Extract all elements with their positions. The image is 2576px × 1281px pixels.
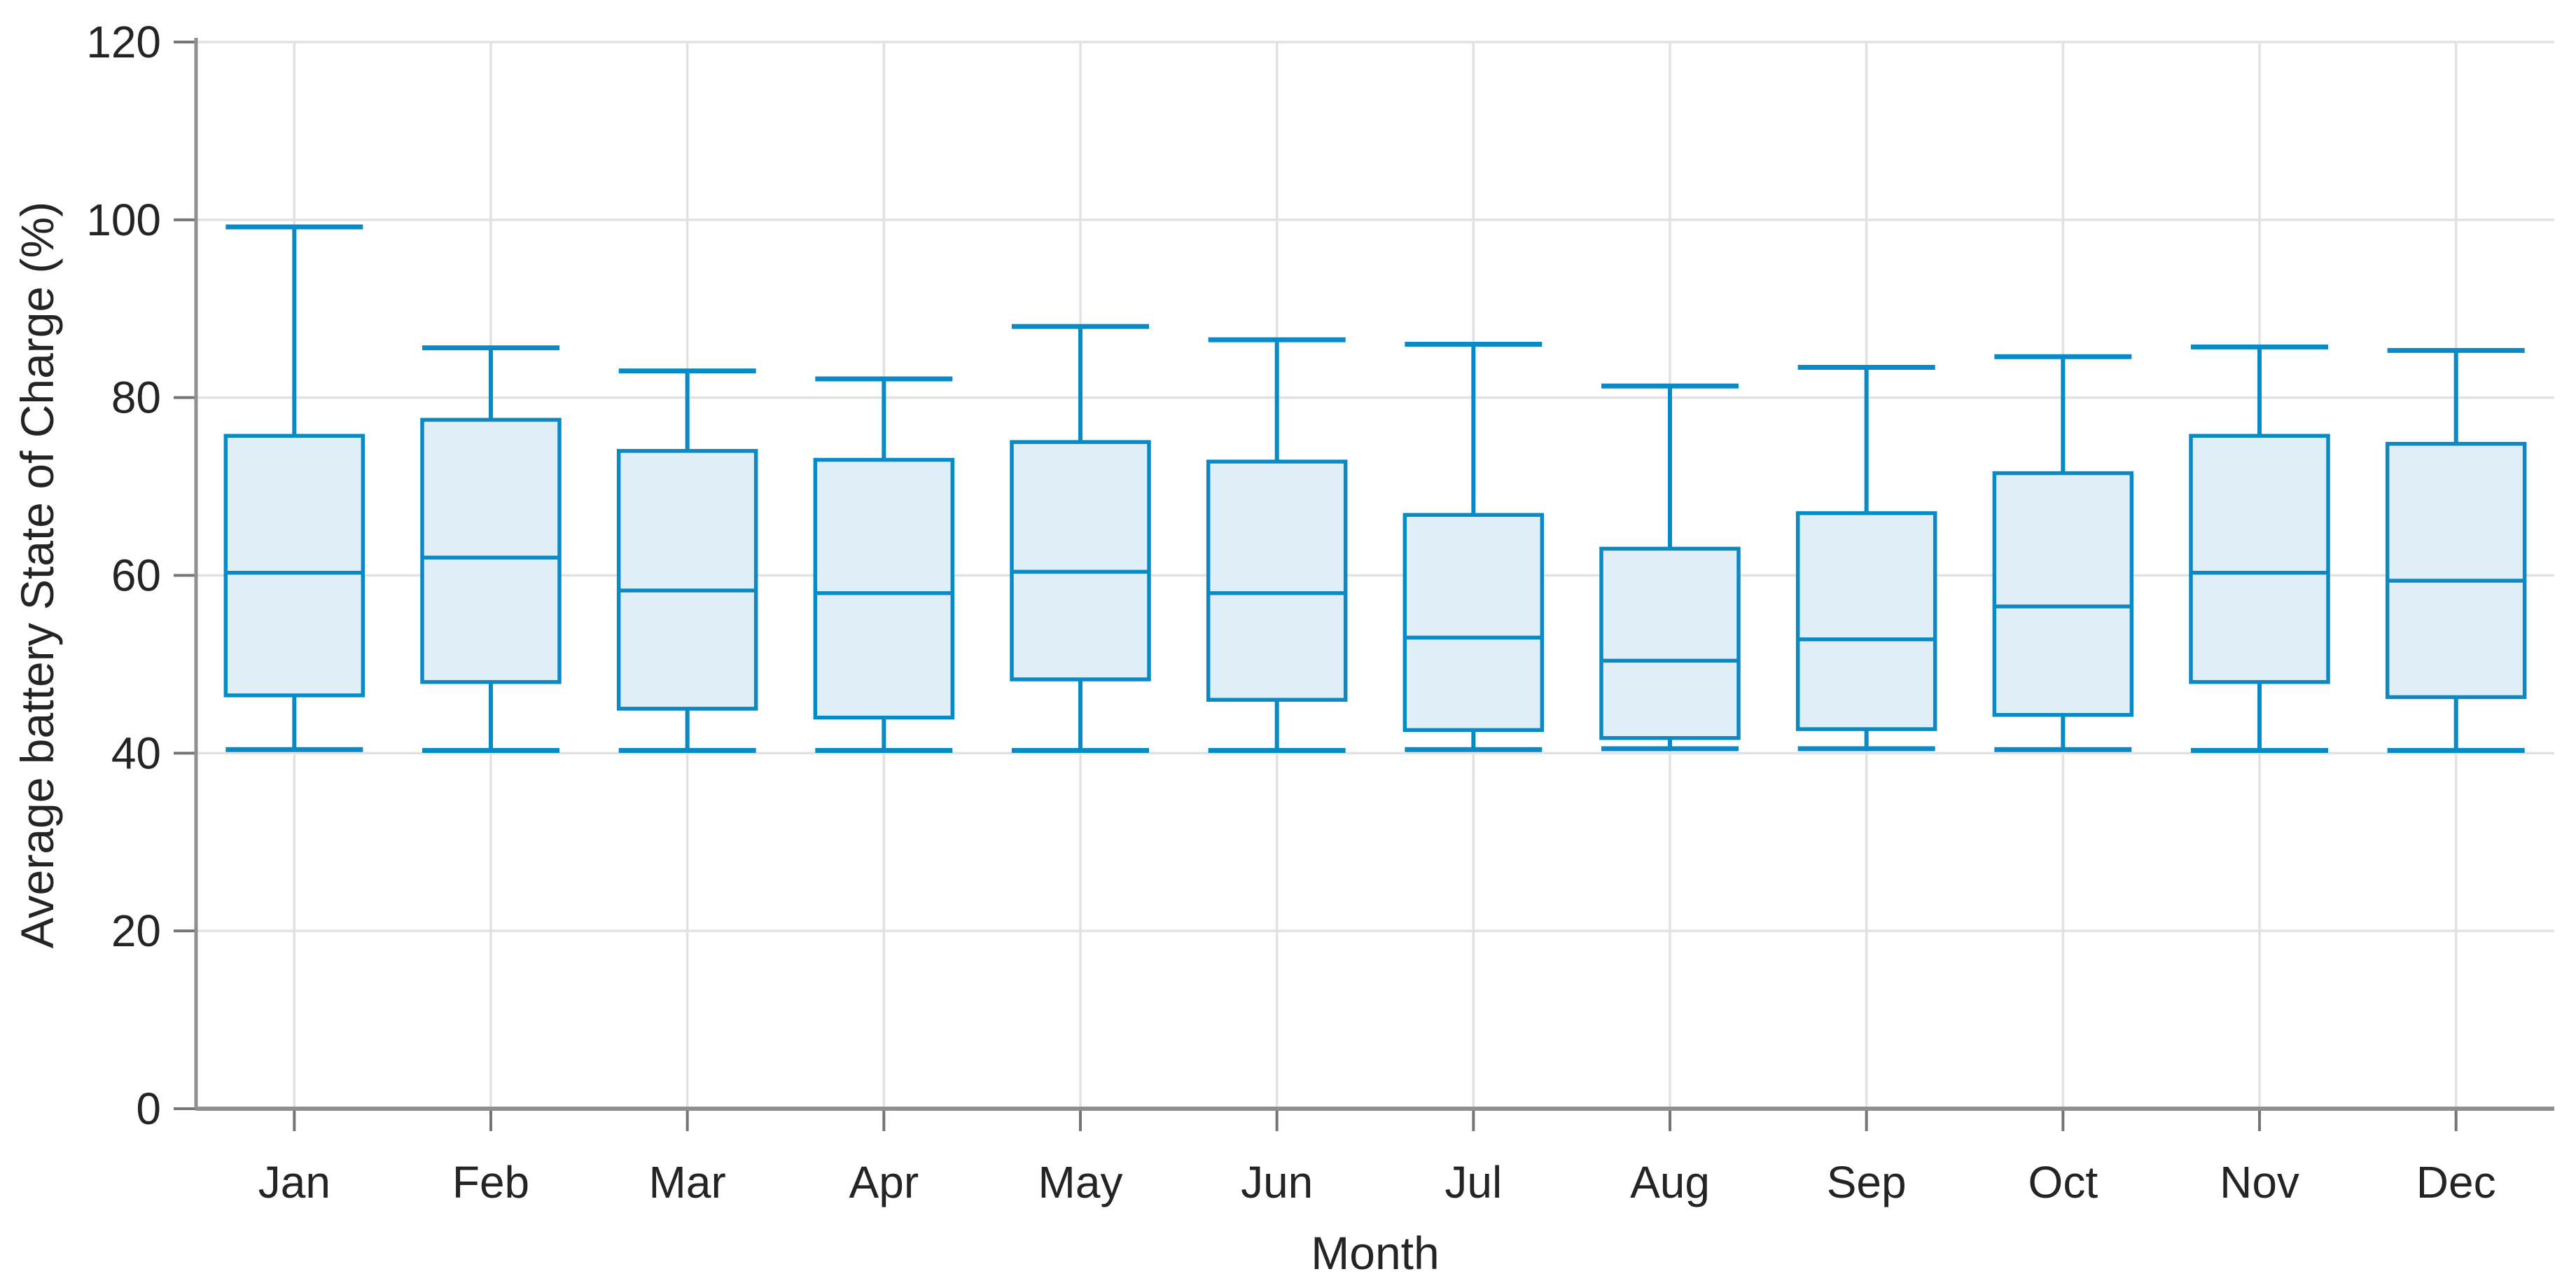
iqr-box[interactable]: [420, 417, 562, 684]
iqr-box[interactable]: [1992, 471, 2134, 717]
x-tick-label-aug: Aug: [1630, 1157, 1710, 1207]
x-tick-label-sep: Sep: [1827, 1157, 1907, 1207]
axes: [174, 38, 2554, 1131]
iqr-box[interactable]: [1010, 440, 1151, 681]
y-tick-label-60: 60: [111, 551, 161, 601]
box-oct[interactable]: [1992, 354, 2134, 752]
box-may[interactable]: [1010, 324, 1151, 754]
x-tick-label-apr: Apr: [849, 1157, 919, 1207]
x-tick-label-may: May: [1038, 1157, 1123, 1207]
iqr-box[interactable]: [1795, 511, 1937, 731]
iqr-box[interactable]: [2189, 434, 2330, 684]
box-feb[interactable]: [420, 345, 562, 754]
x-tick-label-mar: Mar: [649, 1157, 726, 1207]
x-tick-label-dec: Dec: [2416, 1157, 2496, 1207]
box-aug[interactable]: [1599, 383, 1741, 752]
iqr-box[interactable]: [2385, 441, 2527, 700]
box-jan[interactable]: [223, 224, 365, 752]
x-tick-label-nov: Nov: [2220, 1157, 2299, 1207]
x-tick-label-jun: Jun: [1241, 1157, 1313, 1207]
iqr-box[interactable]: [1402, 513, 1545, 733]
box-jul[interactable]: [1402, 342, 1545, 752]
tick-labels: 0 20 40 60 80 100 120 Jan Feb Mar Apr May Jun Jul Aug S…: [86, 17, 2495, 1207]
iqr-box[interactable]: [813, 457, 955, 720]
x-tick-label-feb: Feb: [452, 1157, 529, 1207]
y-tick-label-20: 20: [111, 906, 161, 956]
box-dec[interactable]: [2385, 347, 2527, 754]
box-sep[interactable]: [1795, 365, 1937, 752]
box-mar[interactable]: [616, 368, 758, 754]
x-tick-label-oct: Oct: [2028, 1157, 2098, 1207]
iqr-box[interactable]: [223, 434, 365, 698]
iqr-box[interactable]: [616, 449, 758, 711]
box-jun[interactable]: [1206, 337, 1348, 754]
y-axis-title: Average battery State of Charge (%): [11, 202, 63, 948]
box-series: [223, 224, 2527, 754]
axis-titles: Average battery State of Charge (%) Mont…: [11, 202, 1440, 1279]
x-tick-label-jan: Jan: [258, 1157, 330, 1207]
x-axis-title: Month: [1311, 1227, 1439, 1279]
box-apr[interactable]: [813, 376, 955, 754]
y-tick-label-40: 40: [111, 728, 161, 778]
y-tick-label-0: 0: [136, 1083, 161, 1134]
y-tick-label-80: 80: [111, 373, 161, 423]
x-tick-label-jul: Jul: [1444, 1157, 1502, 1207]
iqr-box[interactable]: [1599, 546, 1741, 740]
box-nov[interactable]: [2189, 344, 2330, 754]
y-tick-label-120: 120: [86, 17, 161, 67]
iqr-box[interactable]: [1206, 459, 1348, 702]
y-tick-label-100: 100: [86, 195, 161, 245]
